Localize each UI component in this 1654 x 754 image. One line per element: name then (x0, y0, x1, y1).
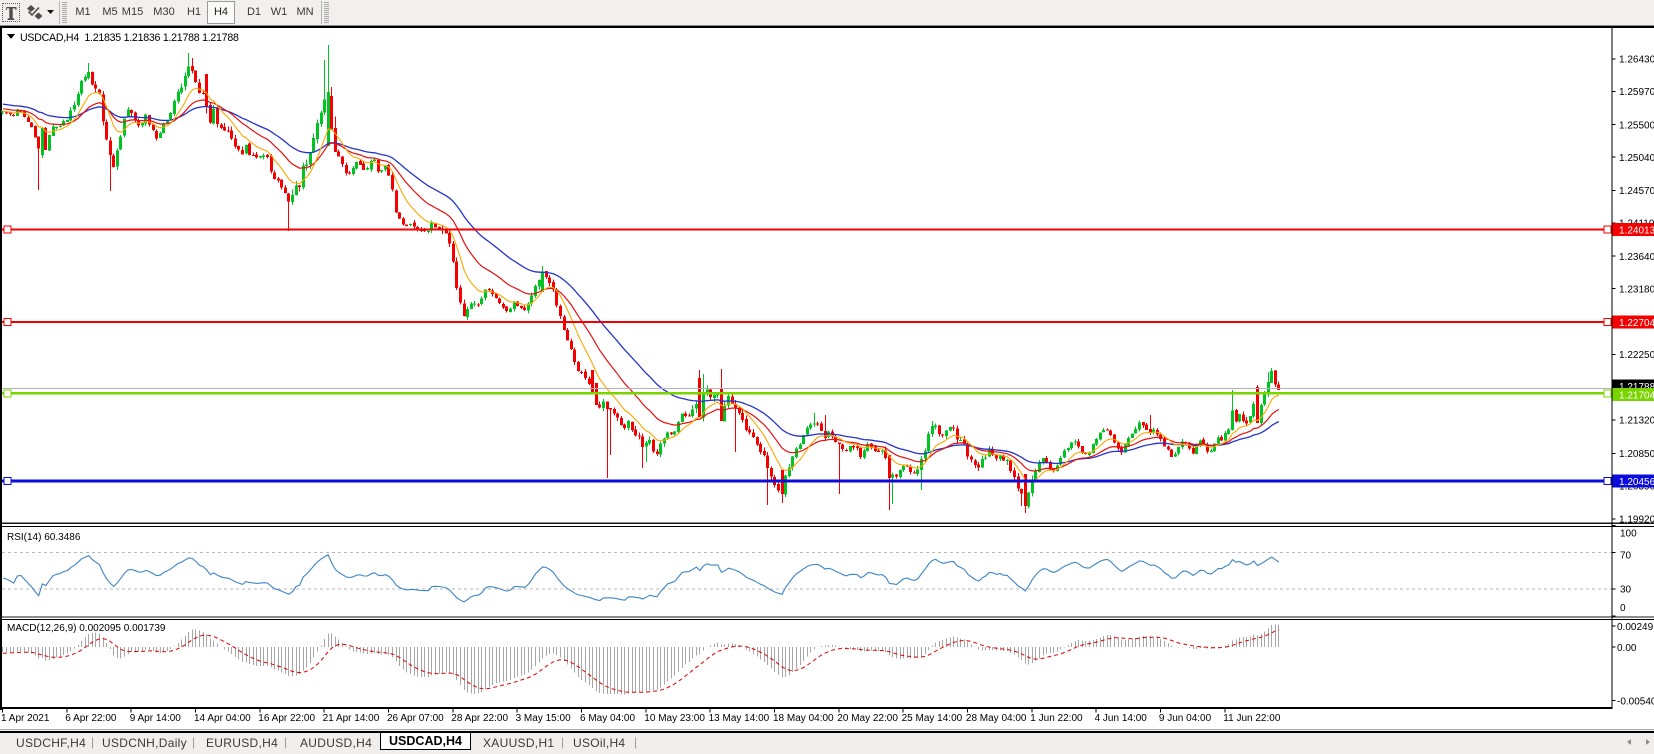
svg-text:-0.005403: -0.005403 (1617, 696, 1654, 707)
svg-text:1.23640: 1.23640 (1619, 252, 1654, 263)
svg-text:26 Apr 07:00: 26 Apr 07:00 (387, 713, 444, 724)
svg-text:1.21704: 1.21704 (1619, 390, 1654, 401)
svg-text:14 Apr 04:00: 14 Apr 04:00 (194, 713, 251, 724)
svg-text:MACD(12,26,9) 0.002095 0.00173: MACD(12,26,9) 0.002095 0.001739 (7, 623, 166, 634)
svg-text:1.26430: 1.26430 (1619, 55, 1654, 66)
svg-text:10 May 23:00: 10 May 23:00 (644, 713, 705, 724)
svg-text:21 Apr 14:00: 21 Apr 14:00 (323, 713, 380, 724)
svg-text:1.20850: 1.20850 (1619, 449, 1654, 460)
svg-text:3 May 15:00: 3 May 15:00 (516, 713, 571, 724)
svg-text:9 Jun 04:00: 9 Jun 04:00 (1159, 713, 1212, 724)
svg-text:1.21788: 1.21788 (1619, 382, 1654, 393)
svg-text:20 May 22:00: 20 May 22:00 (837, 713, 898, 724)
svg-text:1.24013: 1.24013 (1619, 226, 1654, 237)
svg-text:13 May 14:00: 13 May 14:00 (709, 713, 770, 724)
svg-text:1.23180: 1.23180 (1619, 284, 1654, 295)
svg-text:1 Apr 2021: 1 Apr 2021 (1, 713, 50, 724)
svg-text:9 Apr 14:00: 9 Apr 14:00 (130, 713, 182, 724)
svg-text:0: 0 (1620, 603, 1626, 614)
svg-text:1.25500: 1.25500 (1619, 120, 1654, 131)
svg-text:1.19920: 1.19920 (1619, 515, 1654, 526)
svg-text:1.22250: 1.22250 (1619, 350, 1654, 361)
svg-text:4 Jun 14:00: 4 Jun 14:00 (1095, 713, 1148, 724)
svg-text:6 Apr 22:00: 6 Apr 22:00 (65, 713, 117, 724)
svg-text:30: 30 (1620, 585, 1632, 596)
svg-text:6 May 04:00: 6 May 04:00 (580, 713, 635, 724)
svg-text:USDCAD,H4 1.21835 1.21836 1.2: USDCAD,H4 1.21835 1.21836 1.21788 1.2178… (20, 32, 239, 44)
svg-text:0.00: 0.00 (1617, 643, 1637, 654)
svg-text:25 May 14:00: 25 May 14:00 (902, 713, 963, 724)
svg-text:RSI(14) 60.3486: RSI(14) 60.3486 (7, 532, 81, 543)
svg-text:11 Jun 22:00: 11 Jun 22:00 (1223, 713, 1281, 724)
svg-text:1.20456: 1.20456 (1619, 477, 1654, 488)
svg-text:70: 70 (1620, 550, 1632, 561)
svg-text:16 Apr 22:00: 16 Apr 22:00 (258, 713, 315, 724)
svg-text:1.25040: 1.25040 (1619, 153, 1654, 164)
svg-text:1.25970: 1.25970 (1619, 87, 1654, 98)
svg-text:1.22704: 1.22704 (1619, 318, 1654, 329)
svg-text:0.00249: 0.00249 (1617, 622, 1654, 633)
svg-text:28 May 04:00: 28 May 04:00 (966, 713, 1027, 724)
svg-text:100: 100 (1620, 529, 1637, 540)
svg-text:18 May 04:00: 18 May 04:00 (773, 713, 834, 724)
svg-text:1.21320: 1.21320 (1619, 416, 1654, 427)
svg-text:28 Apr 22:00: 28 Apr 22:00 (451, 713, 508, 724)
svg-text:1 Jun 22:00: 1 Jun 22:00 (1030, 713, 1083, 724)
svg-text:1.24570: 1.24570 (1619, 186, 1654, 197)
